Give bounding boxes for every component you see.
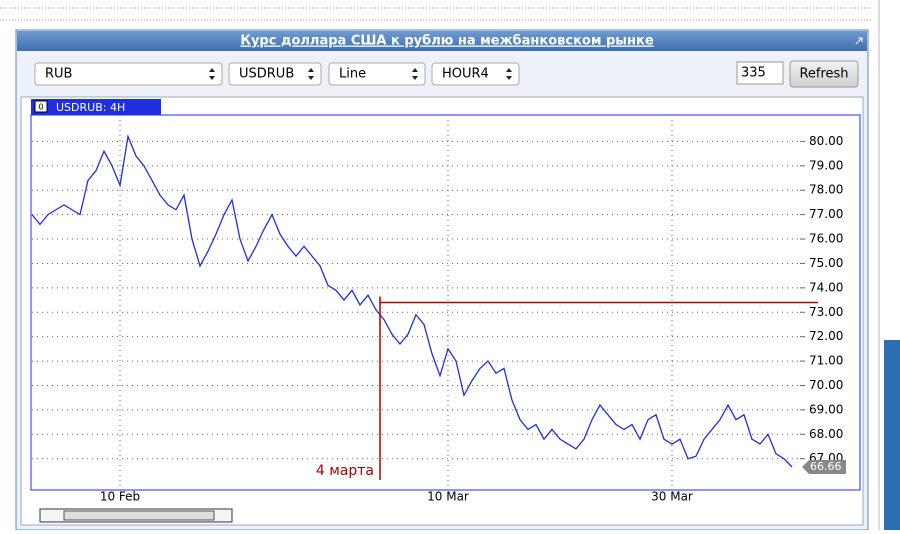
y-tick-label: 74.00: [809, 280, 843, 294]
y-tick-label: 76.00: [809, 232, 843, 246]
select[interactable]: [228, 62, 322, 86]
side-strip: [884, 340, 900, 530]
expand-icon[interactable]: [855, 37, 863, 45]
select-arrows: [209, 68, 215, 80]
widget-title[interactable]: Курс доллара США к рублю на межбанковско…: [240, 34, 654, 49]
x-tick-label: 30 Mar: [651, 490, 693, 504]
legend-tab: [31, 99, 161, 115]
legend-label: USDRUB: 4H: [56, 101, 125, 114]
y-tick-label: 69.00: [809, 402, 843, 416]
select[interactable]: [431, 62, 520, 86]
chart-panel: [20, 96, 864, 526]
price-line: [31, 134, 793, 468]
plot-frame: [30, 114, 861, 491]
x-tick-label: 10 Mar: [427, 490, 469, 504]
count-input[interactable]: [736, 61, 784, 85]
scroll-thumb[interactable]: [63, 510, 215, 521]
select-label: USDRUB: [239, 67, 294, 82]
y-tick-label: 70.00: [809, 378, 843, 392]
tab-icon-text: 0: [38, 103, 43, 112]
select-arrows: [506, 68, 512, 80]
y-tick-label: 80.00: [809, 134, 843, 148]
select[interactable]: [328, 62, 426, 86]
select[interactable]: [34, 62, 223, 86]
y-tick-label: 68.00: [809, 427, 843, 441]
select-label: HOUR4: [442, 67, 489, 82]
select-arrows: [412, 68, 418, 80]
y-tick-label: 73.00: [809, 305, 843, 319]
tab-icon[interactable]: [34, 100, 48, 113]
select-label: RUB: [45, 67, 72, 82]
y-tick-label: 77.00: [809, 207, 843, 221]
select-arrows: [308, 68, 314, 80]
annotation-text: 4 марта: [316, 463, 374, 479]
select-label: Line: [339, 67, 366, 82]
refresh-label: Refresh: [799, 67, 848, 82]
x-tick-label: 10 Feb: [100, 490, 140, 504]
price-marker-label: 66.66: [810, 460, 842, 473]
price-marker: [802, 460, 846, 475]
y-tick-label: 72.00: [809, 329, 843, 343]
y-tick-label: 75.00: [809, 256, 843, 270]
widget-header: [17, 31, 867, 51]
refresh-button[interactable]: [789, 60, 859, 88]
y-tick-label: 78.00: [809, 183, 843, 197]
y-tick-label: 79.00: [809, 158, 843, 172]
count-value: 335: [741, 66, 766, 81]
y-tick-label: 71.00: [809, 354, 843, 368]
